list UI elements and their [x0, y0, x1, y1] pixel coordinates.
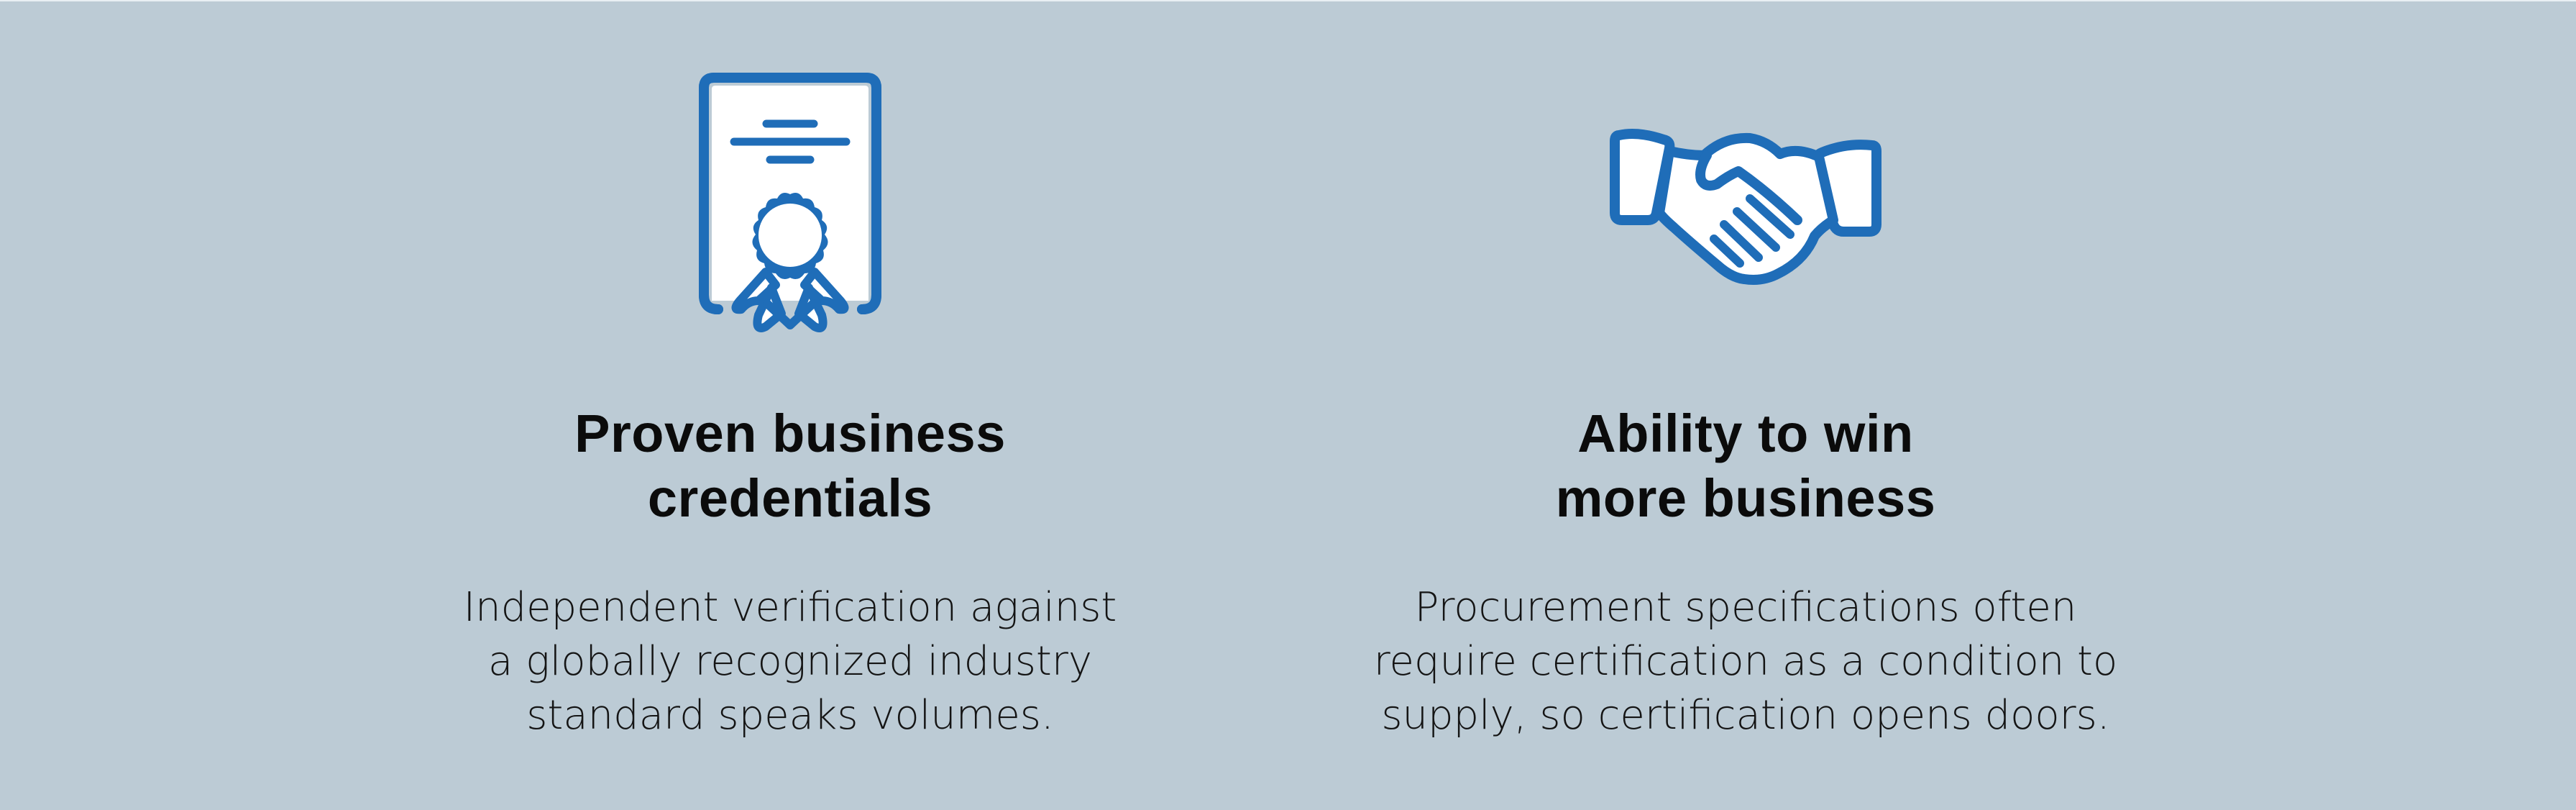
feature-description: Procurement specifications often require…: [1314, 581, 2177, 742]
feature-icon-container: [1314, 119, 2177, 292]
handshake-icon: [1610, 129, 1881, 285]
feature-title-line: Proven business: [574, 404, 1006, 463]
feature-description-line: standard speaks volumes.: [526, 692, 1054, 739]
feature-description-line: a globally recognized industry: [488, 638, 1092, 685]
feature-description-line: Independent verification against: [463, 584, 1117, 631]
certificate-icon: [699, 73, 881, 332]
feature-description-line: Procurement specifications often: [1414, 584, 2077, 631]
feature-description-line: require certification as a condition to: [1373, 638, 2118, 685]
feature-title-line: Ability to win: [1577, 404, 1914, 463]
feature-description: Independent verification against a globa…: [359, 581, 1221, 742]
feature-title: Ability to win more business: [1314, 401, 2177, 531]
feature-description-line: supply, so certification opens doors.: [1381, 692, 2110, 739]
feature-title: Proven business credentials: [359, 401, 1221, 531]
feature-title-line: credentials: [647, 468, 933, 528]
feature-icon-container: [359, 72, 1221, 345]
feature-title-line: more business: [1555, 468, 1936, 528]
